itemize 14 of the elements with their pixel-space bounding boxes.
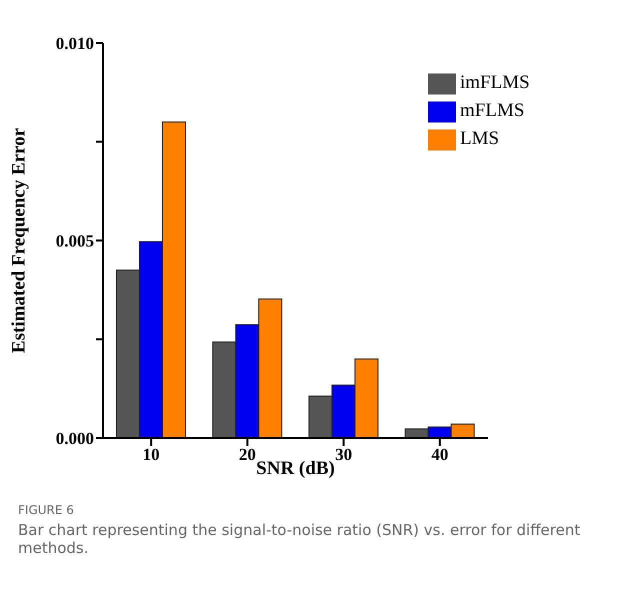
y-tick-label: 0.005 xyxy=(56,232,94,251)
text: Bar chart representing the signal-to-noise ratio (SNR) vs. error for different methods. xyxy=(18,521,582,557)
x-tick-label: 10 xyxy=(142,445,160,464)
y-tick-label: 0.010 xyxy=(56,34,94,54)
legend-label: imFLMS xyxy=(460,72,530,93)
x-tick-label: 40 xyxy=(431,445,448,464)
y-tick-label: 0.000 xyxy=(56,429,94,448)
x-tick-label: 30 xyxy=(335,445,352,464)
x-axis-title: SNR (dB) xyxy=(256,458,335,479)
x-tick-label: 20 xyxy=(238,445,256,464)
legend-label: mFLMS xyxy=(460,100,524,121)
caption: FIGURE 6 xyxy=(18,503,75,517)
legend-label: LMS xyxy=(460,128,500,149)
y-axis-title: Estimated Frequency Error xyxy=(8,127,30,354)
